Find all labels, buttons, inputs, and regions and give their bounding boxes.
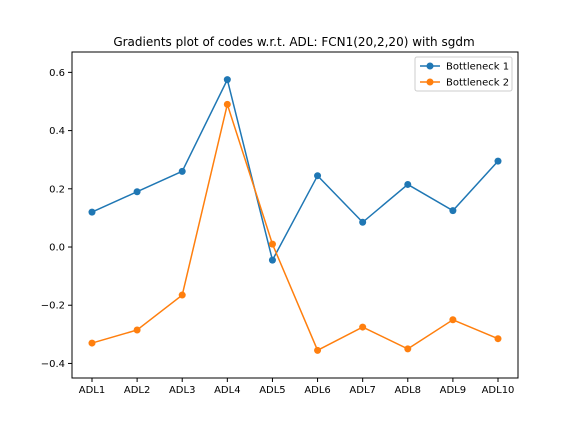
data-point	[494, 335, 502, 343]
data-point	[133, 326, 141, 334]
data-point	[449, 316, 457, 324]
legend-item: Bottleneck 2	[420, 78, 509, 89]
data-point	[359, 218, 367, 226]
x-tick-label: ADL2	[124, 385, 150, 396]
data-point	[133, 188, 141, 196]
data-point	[178, 291, 186, 299]
data-point	[88, 339, 96, 347]
series-1	[88, 76, 502, 264]
axis-ticks: ADL1 ADL2 ADL3 ADL4 ADL5 ADL6 ADL7 ADL8 ADL9 ADL1…	[41, 68, 515, 396]
y-tick-label: −0.2	[41, 301, 65, 312]
x-tick-label: ADL5	[259, 385, 285, 396]
x-tick-label: ADL4	[214, 385, 240, 396]
plot-area-frame	[71, 51, 519, 379]
data-point	[314, 346, 322, 354]
x-tick-label: ADL10	[482, 385, 515, 396]
legend-label: Bottleneck 1	[446, 62, 509, 73]
data-point	[404, 345, 412, 353]
chart-title: Gradients plot of codes w.r.t. ADL: FCN1…	[113, 35, 474, 49]
x-tick-label: ADL7	[349, 385, 375, 396]
data-point	[404, 180, 412, 188]
x-tick-label: ADL1	[79, 385, 105, 396]
data-point	[314, 172, 322, 180]
data-point	[359, 323, 367, 331]
series-line	[91, 77, 499, 263]
data-point	[268, 256, 276, 264]
x-tick-label: ADL9	[440, 385, 466, 396]
x-tick-label: ADL6	[304, 385, 330, 396]
y-tick-label: −0.4	[41, 359, 65, 370]
x-tick-label: ADL8	[395, 385, 421, 396]
legend-swatch-marker	[426, 78, 434, 86]
legend-item: Bottleneck 1	[420, 62, 509, 73]
data-point	[178, 167, 186, 175]
data-point	[449, 207, 457, 215]
y-tick-label: 0.0	[49, 243, 65, 254]
y-tick-label: 0.4	[49, 126, 65, 137]
series-line	[91, 101, 499, 352]
data-point	[223, 76, 231, 84]
legend-label: Bottleneck 2	[446, 78, 509, 89]
legend: Bottleneck 1 Bottleneck 2	[414, 56, 513, 92]
series-lines	[88, 76, 502, 354]
data-point	[268, 240, 276, 248]
legend-swatch-marker	[426, 62, 434, 70]
series-2	[88, 100, 502, 354]
data-point	[494, 157, 502, 165]
x-tick-label: ADL3	[169, 385, 195, 396]
y-tick-label: 0.6	[49, 68, 65, 79]
y-tick-label: 0.2	[49, 184, 65, 195]
data-point	[88, 208, 96, 216]
data-point	[223, 100, 231, 108]
